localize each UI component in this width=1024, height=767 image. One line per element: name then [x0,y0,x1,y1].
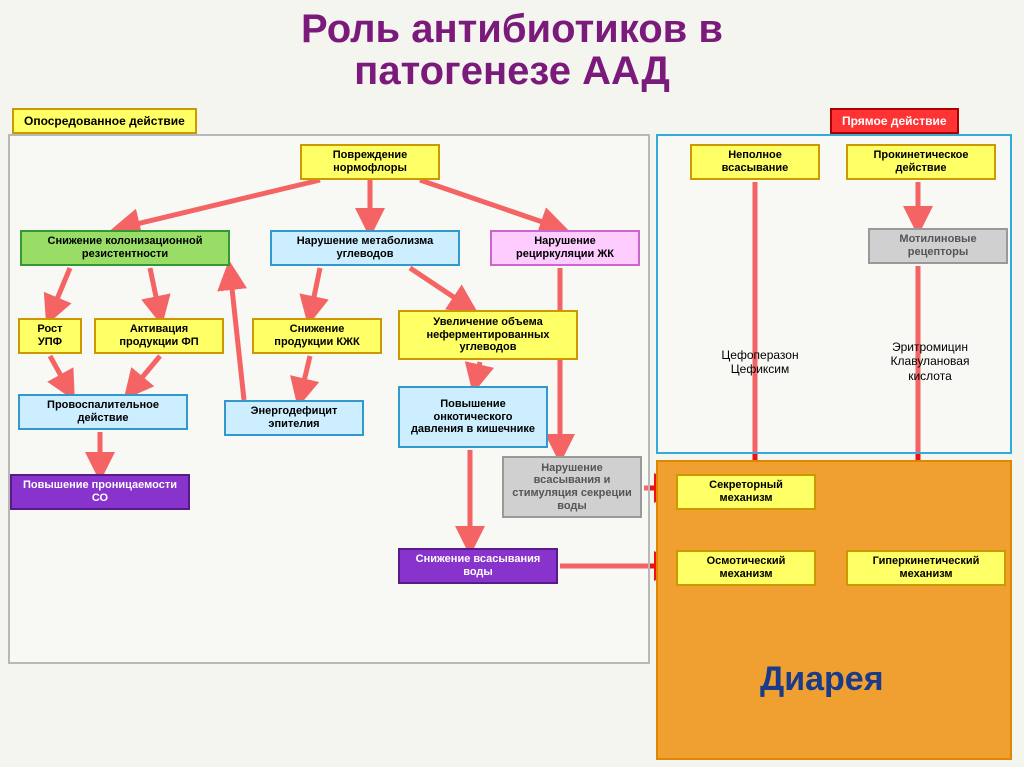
node-n6: Активация продукции ФП [94,318,224,354]
node-n17: Мотилиновые рецепторы [868,228,1008,264]
node-n11: Повышение онкотического давления в кишеч… [398,386,548,448]
node-n3: Нарушение метаболизма углеводов [270,230,460,266]
text-p2: ЭритромицинКлавулановаякислота [860,340,1000,383]
node-n19: Осмотический механизм [676,550,816,586]
section-label-direct: Прямое действие [830,108,959,134]
node-n7: Снижение продукции КЖК [252,318,382,354]
node-n8: Увеличение объема неферментированных угл… [398,310,578,360]
title-line1: Роль антибиотиков в [301,7,723,51]
panel-right [656,134,1012,454]
node-n18: Секреторный механизм [676,474,816,510]
node-n12: Повышение проницаемости СО [10,474,190,510]
node-n14: Снижение всасывания воды [398,548,558,584]
node-n9: Провоспалительное действие [18,394,188,430]
diarrhea-label: Диарея [760,660,884,699]
node-n1: Повреждение нормофлоры [300,144,440,180]
text-p1: ЦефоперазонЦефиксим [700,348,820,377]
node-n10: Энергодефицит эпителия [224,400,364,436]
diagram-canvas: Повреждение нормофлоры Снижение колонизац… [0,100,1024,767]
node-n4: Нарушение рециркуляции ЖК [490,230,640,266]
node-n16: Прокинетическое действие [846,144,996,180]
title-line2: патогенезе ААД [354,49,670,93]
node-n13: Нарушение всасывания и стимуляция секрец… [502,456,642,518]
node-n15: Неполное всасывание [690,144,820,180]
section-label-indirect: Опосредованное действие [12,108,197,134]
node-n5: Рост УПФ [18,318,82,354]
node-n20: Гиперкинетический механизм [846,550,1006,586]
node-n2: Снижение колонизационной резистентности [20,230,230,266]
page-title: Роль антибиотиков в патогенезе ААД [0,0,1024,96]
